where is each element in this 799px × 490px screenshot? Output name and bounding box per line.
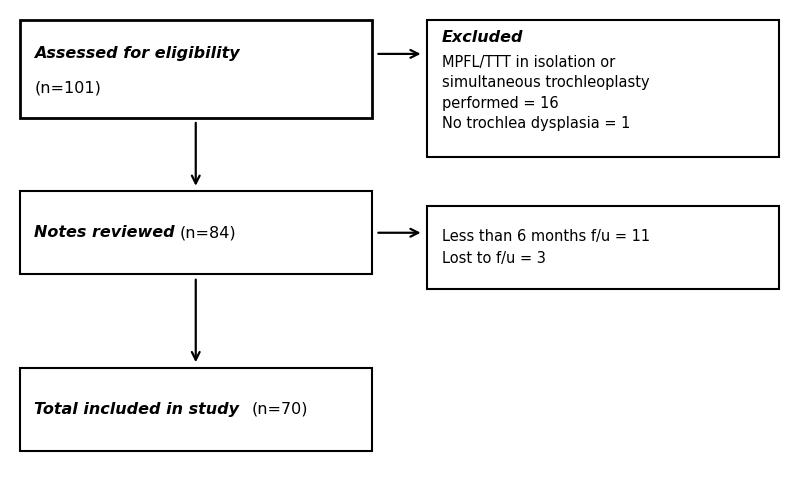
Text: (n=84): (n=84)	[180, 225, 237, 240]
Text: Assessed for eligibility: Assessed for eligibility	[34, 47, 240, 61]
FancyBboxPatch shape	[20, 20, 372, 118]
Text: Less than 6 months f/u = 11
Lost to f/u = 3: Less than 6 months f/u = 11 Lost to f/u …	[442, 229, 650, 266]
FancyBboxPatch shape	[20, 368, 372, 451]
Text: MPFL/TTT in isolation or
simultaneous trochleoplasty
performed = 16
No trochlea : MPFL/TTT in isolation or simultaneous tr…	[442, 55, 650, 131]
FancyBboxPatch shape	[427, 20, 779, 157]
Text: (n=70): (n=70)	[252, 402, 308, 416]
Text: Total included in study: Total included in study	[34, 402, 240, 416]
FancyBboxPatch shape	[427, 206, 779, 289]
Text: Excluded: Excluded	[442, 30, 523, 46]
Text: Notes reviewed: Notes reviewed	[34, 225, 175, 240]
FancyBboxPatch shape	[20, 191, 372, 274]
Text: (n=101): (n=101)	[34, 81, 101, 96]
